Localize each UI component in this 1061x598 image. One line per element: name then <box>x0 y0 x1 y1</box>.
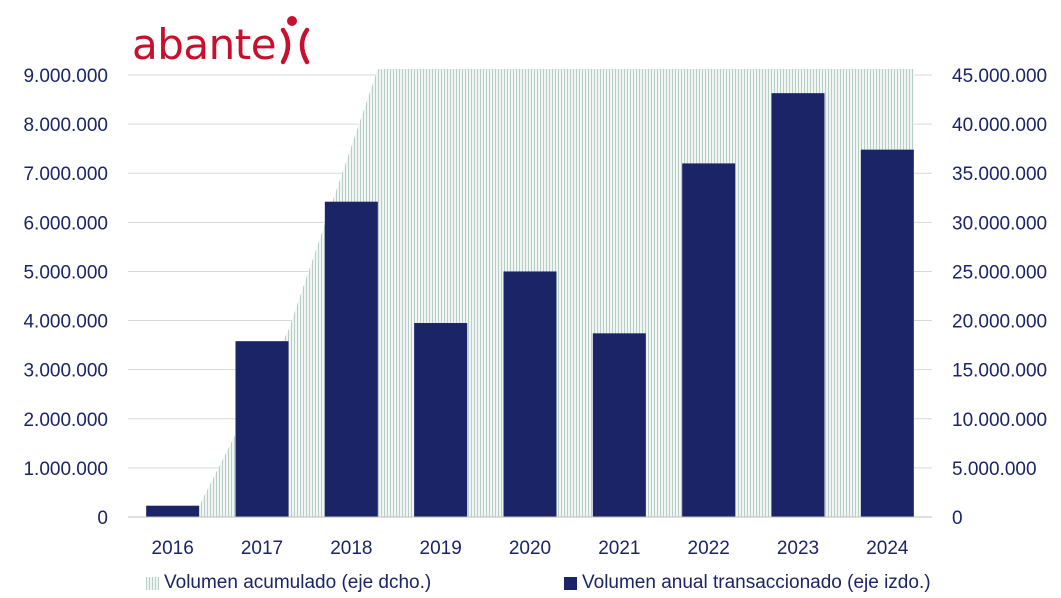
y-left-tick-label: 5.000.000 <box>23 262 108 283</box>
y-right-tick-label: 5.000.000 <box>952 459 1037 480</box>
x-tick-label: 2021 <box>598 538 640 559</box>
legend-label-cumulative: Volumen acumulado (eje dcho.) <box>164 572 432 593</box>
y-left-tick-label: 2.000.000 <box>23 410 108 431</box>
y-left-tick-label: 3.000.000 <box>23 361 108 382</box>
y-left-tick-label: 7.000.000 <box>23 164 108 185</box>
x-tick-label: 2018 <box>330 538 372 559</box>
y-right-tick-label: 35.000.000 <box>952 164 1047 185</box>
x-tick-label: 2016 <box>152 538 194 559</box>
y-left-tick-label: 4.000.000 <box>23 312 108 333</box>
axes: 0 0 1.000.000 5.000.000 2.000.000 10.000.000 3… <box>23 66 1047 559</box>
y-right-tick-label: 10.000.000 <box>952 410 1047 431</box>
y-right-tick-label: 0 <box>952 508 963 529</box>
x-tick-label: 2019 <box>420 538 462 559</box>
legend-item-annual: Volumen anual transaccionado (eje izdo.) <box>564 571 931 595</box>
x-tick-label: 2020 <box>509 538 551 559</box>
bar-2022 <box>682 163 736 517</box>
legend-label-annual: Volumen anual transaccionado (eje izdo.) <box>582 572 931 593</box>
y-right-tick-label: 20.000.000 <box>952 312 1047 333</box>
y-right-tick-label: 30.000.000 <box>952 213 1047 234</box>
bar-2017 <box>235 341 289 517</box>
y-left-tick-label: 9.000.000 <box>23 66 108 87</box>
bar-2016 <box>146 505 200 517</box>
legend-item-cumulative: Volumen acumulado (eje dcho.) <box>146 571 431 595</box>
annual-bar-series <box>146 93 914 517</box>
x-tick-label: 2017 <box>241 538 283 559</box>
y-right-tick-label: 25.000.000 <box>952 262 1047 283</box>
brand-logo: abante <box>132 4 312 66</box>
y-left-tick-label: 0 <box>97 508 108 529</box>
x-tick-label: 2022 <box>688 538 730 559</box>
y-left-tick-label: 8.000.000 <box>23 115 108 136</box>
bar-2024 <box>860 149 914 517</box>
bar-2020 <box>503 271 557 517</box>
abante-logo-icon <box>280 16 310 65</box>
bar-2018 <box>324 201 378 517</box>
y-right-tick-label: 40.000.000 <box>952 115 1047 136</box>
brand-name: abante <box>132 20 277 69</box>
y-left-tick-label: 1.000.000 <box>23 459 108 480</box>
legend-swatch-annual <box>564 576 577 590</box>
legend-swatch-cumulative <box>146 576 159 590</box>
y-right-tick-label: 15.000.000 <box>952 361 1047 382</box>
y-right-tick-label: 45.000.000 <box>952 66 1047 87</box>
bar-2021 <box>592 333 646 517</box>
bar-2023 <box>771 93 825 517</box>
x-tick-label: 2024 <box>866 538 909 559</box>
y-left-tick-label: 6.000.000 <box>23 213 108 234</box>
bar-2019 <box>414 323 468 517</box>
x-tick-label: 2023 <box>777 538 819 559</box>
